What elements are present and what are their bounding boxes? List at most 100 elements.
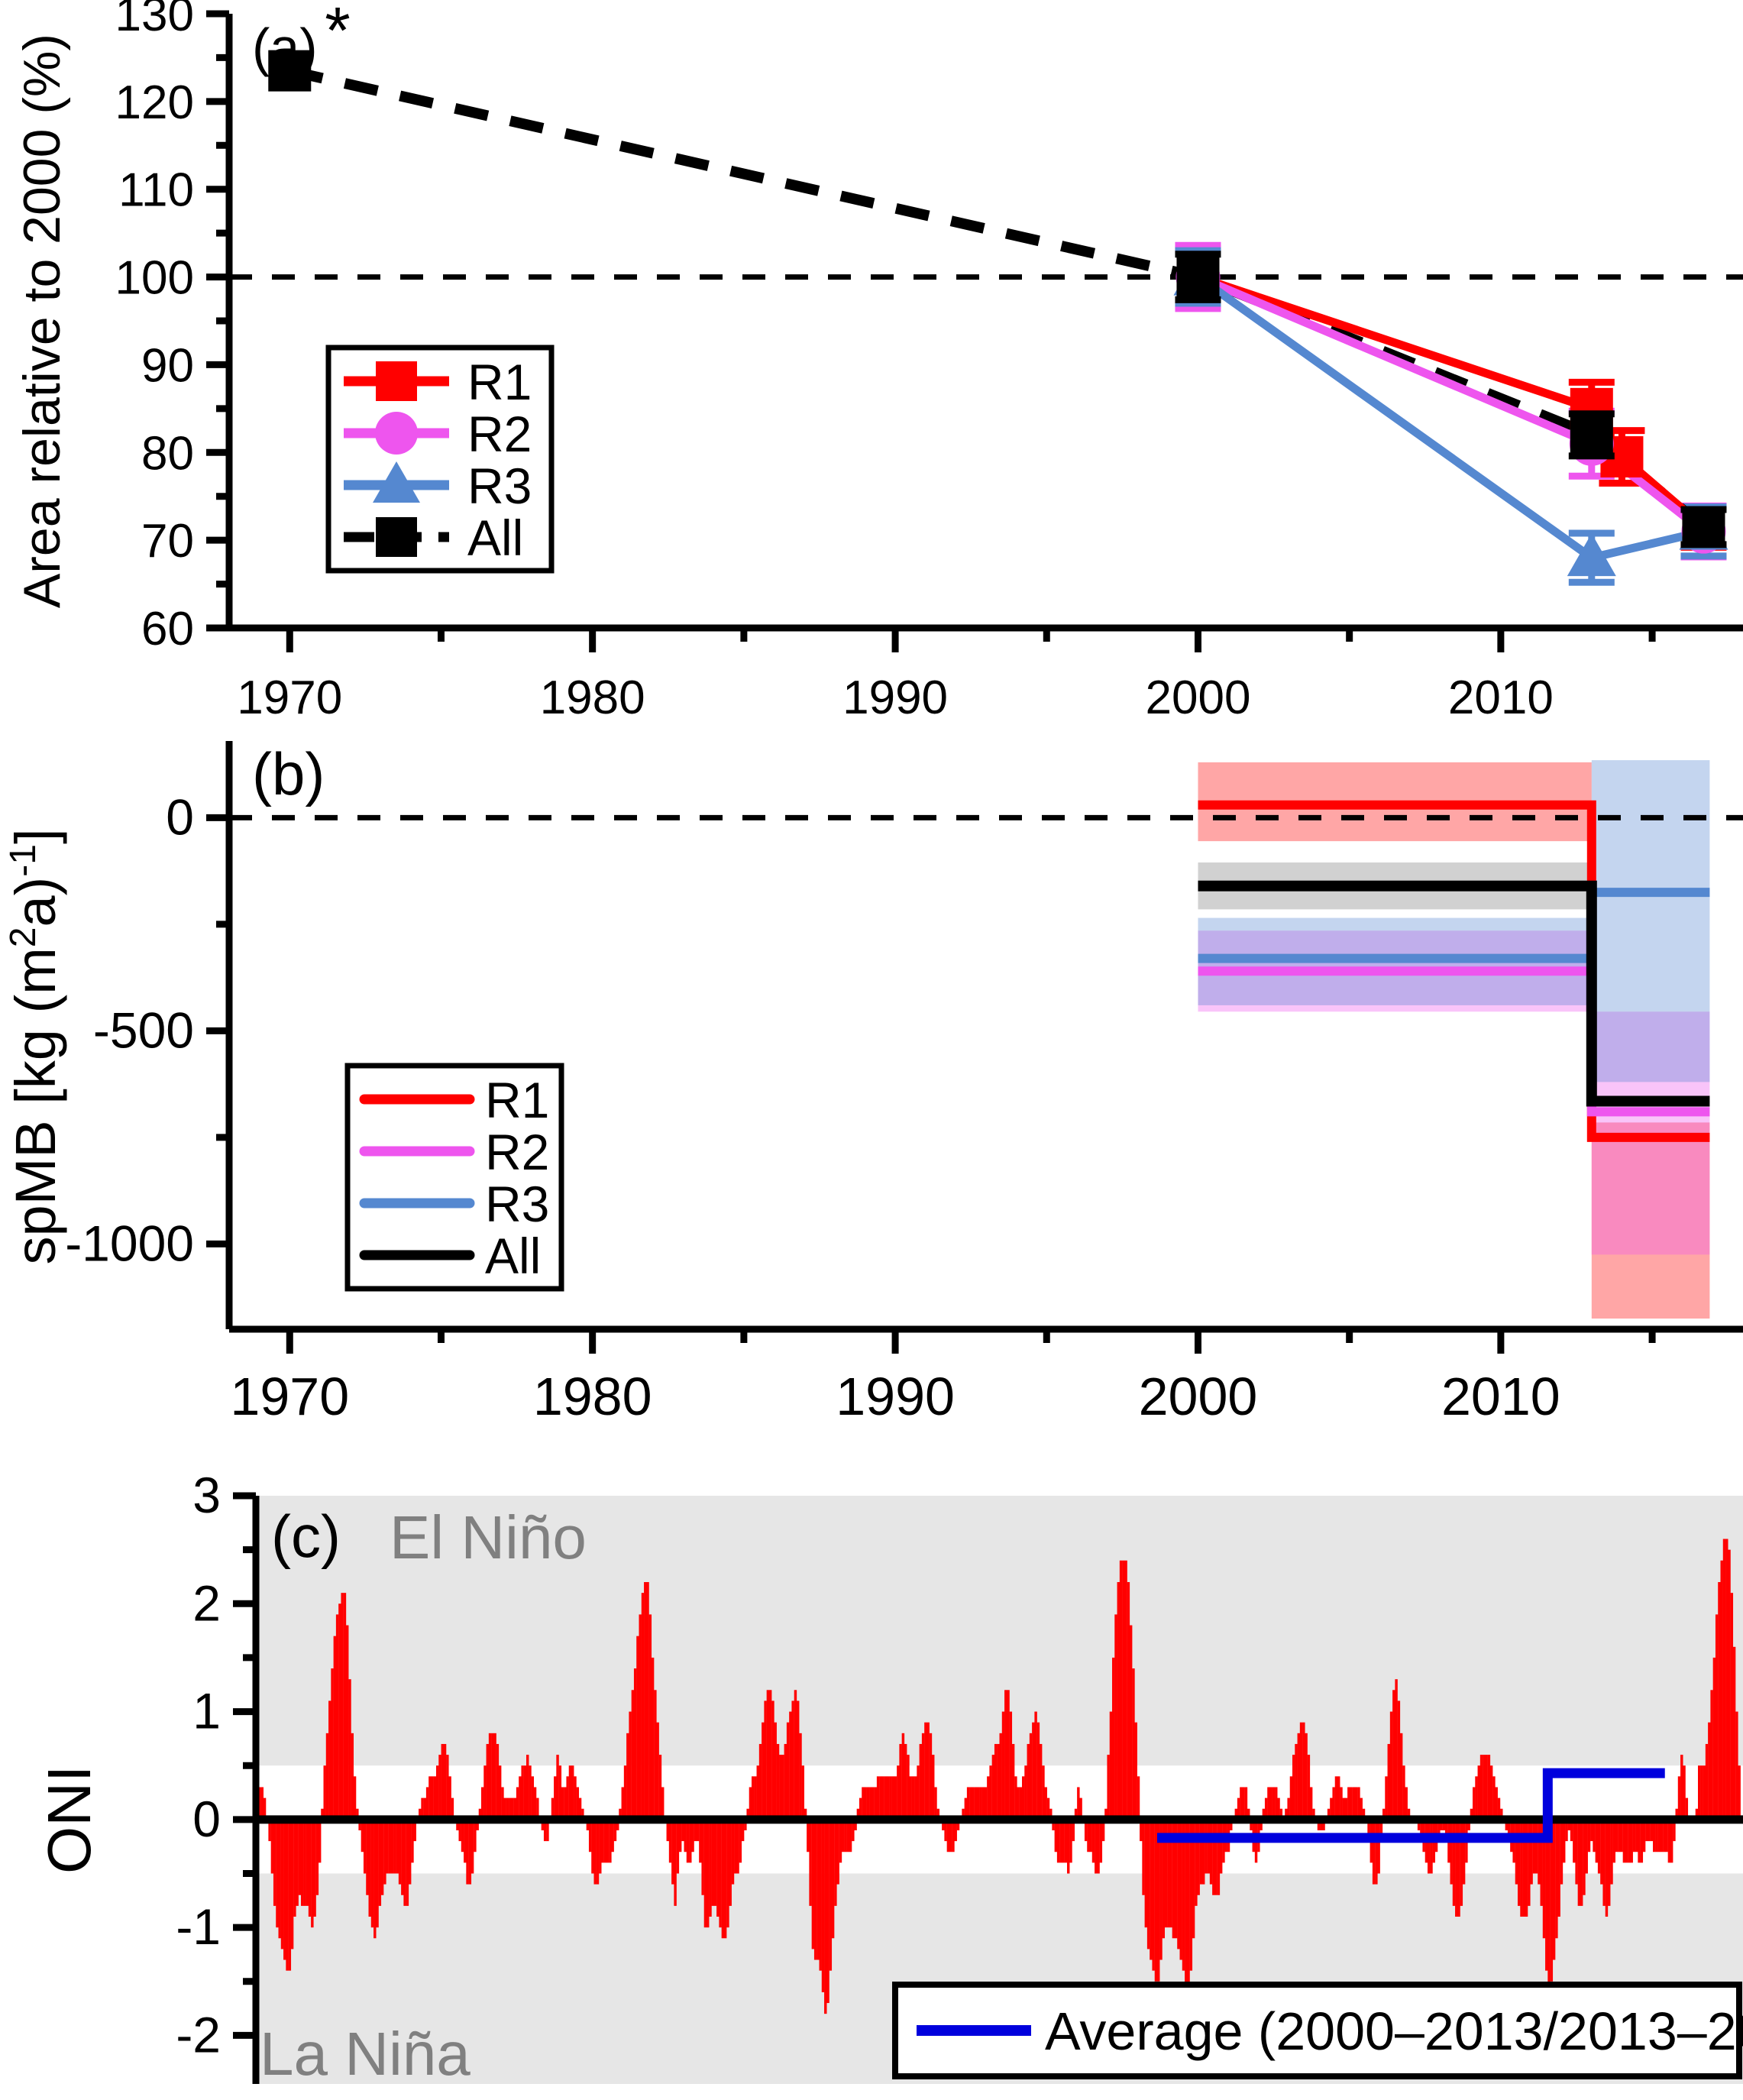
rect-element xyxy=(491,1733,494,1820)
rect-element xyxy=(681,1819,684,1842)
rect-element xyxy=(1680,1755,1683,1820)
rect-element xyxy=(278,1819,281,1939)
rect-element xyxy=(781,1755,784,1820)
rect-element xyxy=(1062,1819,1065,1863)
rect-element xyxy=(268,1819,271,1842)
rect-element xyxy=(1645,1819,1648,1842)
rect-element xyxy=(1179,1819,1182,1960)
rect-element xyxy=(731,1819,735,1885)
rect-element xyxy=(969,1787,972,1820)
rect-element xyxy=(1007,1690,1010,1820)
rect-element xyxy=(1590,1819,1593,1842)
y-tick-label: 120 xyxy=(115,76,194,129)
rect-element xyxy=(338,1603,341,1820)
rect-element xyxy=(423,1797,427,1820)
rect-element xyxy=(353,1776,357,1820)
rect-element xyxy=(1632,1819,1636,1852)
rect-element xyxy=(1620,1819,1623,1852)
rect-element xyxy=(586,1819,590,1830)
rect-element xyxy=(901,1733,905,1820)
rect-element xyxy=(1367,1819,1370,1842)
rect-element xyxy=(1407,1808,1411,1820)
rect-element xyxy=(997,1743,1000,1820)
rect-element xyxy=(325,1733,329,1820)
rect-element xyxy=(1247,1808,1250,1820)
rect-element xyxy=(979,1787,982,1820)
rect-element xyxy=(676,1819,680,1874)
rect-element xyxy=(1585,1819,1588,1874)
rect-element xyxy=(1567,1819,1570,1830)
rect-element xyxy=(1332,1787,1335,1820)
rect-element xyxy=(529,1765,532,1820)
rect-element xyxy=(1470,1808,1473,1820)
rect-element xyxy=(438,1755,441,1820)
rect-element xyxy=(856,1808,860,1820)
rect-element xyxy=(633,1668,637,1820)
rect-element xyxy=(1292,1755,1295,1820)
rect-element xyxy=(723,1819,727,1939)
rect-element xyxy=(1087,1819,1090,1852)
rect-element xyxy=(794,1690,797,1820)
rect-element xyxy=(1622,1819,1626,1863)
panel-c-ylabel: ONI xyxy=(35,1765,103,1874)
rect-element xyxy=(611,1819,614,1852)
rect-element xyxy=(290,1819,294,1950)
series-line-R3 xyxy=(1195,273,1705,563)
lanina-label: La Niña xyxy=(260,2020,471,2088)
rect-element xyxy=(1134,1722,1137,1820)
rect-element xyxy=(363,1819,367,1874)
rect-element xyxy=(1182,1819,1185,1971)
rect-element xyxy=(1525,1819,1528,1917)
rect-element xyxy=(1187,1819,1190,2004)
rect-element xyxy=(1079,1797,1082,1820)
rect-element xyxy=(1663,1819,1666,1852)
rect-element xyxy=(1452,1819,1456,1906)
rect-element xyxy=(1122,1560,1125,1820)
rect-element xyxy=(1545,1819,1548,1971)
rect-element xyxy=(864,1787,867,1820)
rect-element xyxy=(1064,1819,1068,1863)
rect-element xyxy=(1387,1743,1390,1820)
rect-element xyxy=(1577,1819,1581,1906)
rect-element xyxy=(1072,1819,1075,1842)
rect-element xyxy=(406,1819,409,1906)
rect-element xyxy=(821,1819,825,1992)
panel-a: 60 70 80 90 100 110 120 130 1970 1980 1990 2000 2010… xyxy=(0,0,1743,718)
rect-element xyxy=(1357,1787,1360,1820)
rect-element xyxy=(1146,1819,1150,1950)
rect-element xyxy=(1547,1819,1551,1992)
rect-element xyxy=(1205,1819,1208,1874)
rect-element xyxy=(351,1733,354,1820)
rect-element xyxy=(1322,1819,1325,1830)
rect-element xyxy=(707,1819,710,1928)
rect-element xyxy=(376,1819,379,1928)
rect-element xyxy=(1455,1819,1458,1917)
rect-element xyxy=(519,1776,522,1820)
rect-element xyxy=(1049,1808,1053,1820)
legend-label-R1: R1 xyxy=(485,1072,549,1128)
rect-element xyxy=(686,1819,690,1863)
rect-element xyxy=(1492,1776,1496,1820)
rect-element xyxy=(1097,1819,1100,1874)
rect-element xyxy=(984,1787,988,1820)
rect-element xyxy=(1715,1614,1719,1820)
rect-element xyxy=(1473,1787,1476,1820)
rect-element xyxy=(503,1797,506,1820)
rect-element xyxy=(972,1787,975,1820)
rect-element xyxy=(1077,1787,1080,1820)
rect-element xyxy=(1202,1819,1205,1885)
rect-element xyxy=(1262,1808,1266,1820)
rect-element xyxy=(599,1819,602,1874)
rect-element xyxy=(1340,1787,1343,1820)
rect-element xyxy=(1189,1819,1193,1971)
rect-element xyxy=(1305,1733,1308,1820)
rect-element xyxy=(1635,1819,1638,1852)
rect-element xyxy=(471,1819,474,1874)
rect-element xyxy=(894,1776,897,1820)
rect-element xyxy=(1032,1722,1035,1820)
rect-element xyxy=(1392,1690,1395,1820)
significance-asterisk: * xyxy=(325,0,350,68)
rect-element xyxy=(374,1819,377,1939)
legend-label-All: All xyxy=(467,510,523,566)
rect-element xyxy=(874,1787,878,1820)
